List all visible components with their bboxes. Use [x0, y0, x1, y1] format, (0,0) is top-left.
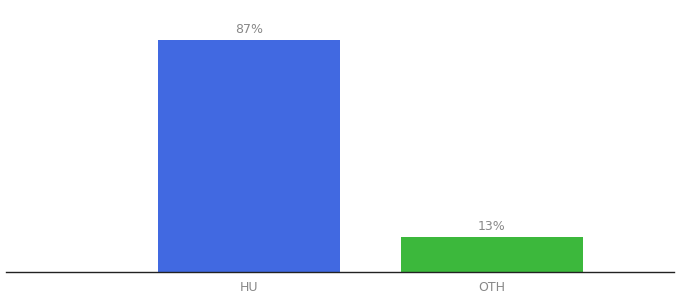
Text: 87%: 87%: [235, 23, 262, 36]
Bar: [158, 40, 340, 272]
Text: 13%: 13%: [478, 220, 506, 233]
Bar: [401, 237, 583, 272]
